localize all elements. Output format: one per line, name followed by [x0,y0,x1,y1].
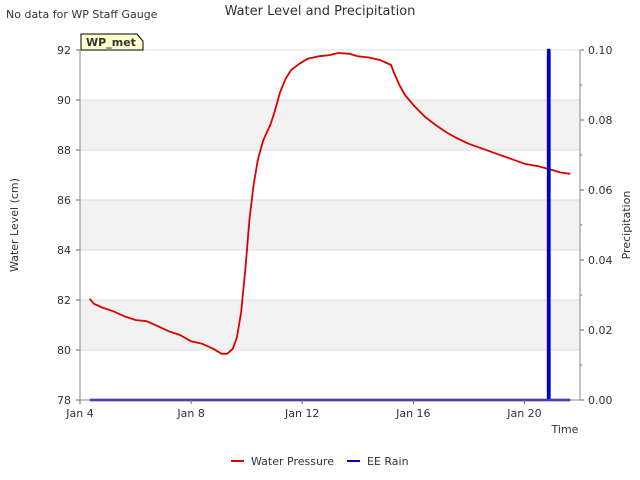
y-tick-label-right: 0.02 [588,324,613,337]
y-axis-label-left: Water Level (cm) [8,178,21,272]
axes [76,49,584,404]
legend-label-ee-rain: EE Rain [367,455,409,468]
grid-band [80,200,580,250]
no-data-note: No data for WP Staff Gauge [6,8,158,21]
legend: Water Pressure EE Rain [231,455,409,468]
y-tick-label-right: 0.06 [588,184,613,197]
grid-band [80,100,580,150]
y-tick-label-right: 0.04 [588,254,613,267]
y-tick-label-left: 92 [57,44,71,57]
chart-title: Water Level and Precipitation [225,4,416,19]
series-line-water-pressure [89,52,571,355]
y-tick-label-left: 80 [57,344,71,357]
y-tick-label-left: 90 [57,94,71,107]
y-tick-label-right: 0.00 [588,394,613,407]
y-tick-label-left: 78 [57,394,71,407]
grid-band [80,300,580,350]
y-tick-label-left: 82 [57,294,71,307]
station-badge-label: WP_met [86,36,136,49]
legend-label-water-pressure: Water Pressure [251,455,334,468]
x-axis-label: Time [551,423,579,436]
y-tick-label-left: 86 [57,194,71,207]
grid-bands [80,50,580,400]
x-tick-label: Jan 20 [506,407,541,420]
y-axis-label-right: Precipitation [620,191,633,260]
station-badge: WP_met [80,33,144,51]
x-tick-label: Jan 8 [176,407,204,420]
x-tick-label: Jan 12 [284,407,319,420]
grid-lines [80,49,580,401]
y-tick-label-left: 84 [57,244,71,257]
x-tick-label: Jan 16 [395,407,430,420]
y-tick-label-right: 0.10 [588,44,613,57]
tick-labels: 78 80 82 84 86 88 90 92 0.00 0.02 0.04 0.06 0.08 0.10… [57,44,613,420]
y-tick-label-right: 0.08 [588,114,613,127]
x-tick-label: Jan 4 [65,407,93,420]
y-tick-label-left: 88 [57,144,71,157]
